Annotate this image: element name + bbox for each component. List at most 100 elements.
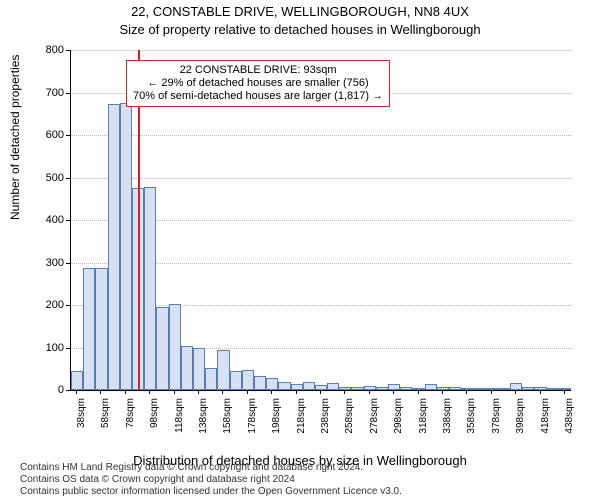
histogram-bar xyxy=(364,386,376,390)
x-tick-label: 218sqm xyxy=(296,398,307,438)
y-tick-mark xyxy=(66,93,70,94)
histogram-bar xyxy=(254,376,266,390)
x-tick-mark xyxy=(564,390,565,394)
x-tick-mark xyxy=(76,390,77,394)
x-tick-label: 358sqm xyxy=(466,398,477,438)
x-tick-label: 318sqm xyxy=(418,398,429,438)
x-tick-label: 98sqm xyxy=(149,398,160,438)
histogram-bar xyxy=(388,384,400,390)
histogram-bar xyxy=(498,388,510,390)
x-tick-label: 438sqm xyxy=(564,398,575,438)
histogram-bar xyxy=(412,388,424,390)
histogram-bar xyxy=(181,346,193,390)
histogram-bar xyxy=(547,388,559,390)
x-tick-mark xyxy=(296,390,297,394)
x-tick-mark xyxy=(100,390,101,394)
footer-attribution: Contains HM Land Registry data © Crown c… xyxy=(20,462,402,498)
histogram-bar xyxy=(522,387,534,390)
x-tick-label: 338sqm xyxy=(442,398,453,438)
histogram-bar xyxy=(473,388,485,390)
x-tick-label: 418sqm xyxy=(540,398,551,438)
x-tick-mark xyxy=(198,390,199,394)
annotation-line: ← 29% of detached houses are smaller (75… xyxy=(133,77,383,90)
y-tick-mark xyxy=(66,305,70,306)
annotation-box: 22 CONSTABLE DRIVE: 93sqm← 29% of detach… xyxy=(126,60,390,107)
x-tick-label: 398sqm xyxy=(515,398,526,438)
y-tick-mark xyxy=(66,178,70,179)
histogram-bar xyxy=(83,268,95,390)
histogram-bar xyxy=(169,304,181,390)
y-tick-mark xyxy=(66,348,70,349)
footer-line: Contains public sector information licen… xyxy=(20,486,402,498)
x-tick-mark xyxy=(125,390,126,394)
footer-line: Contains HM Land Registry data © Crown c… xyxy=(20,462,402,474)
histogram-bar xyxy=(486,388,498,390)
histogram-bar xyxy=(156,307,168,390)
y-tick-mark xyxy=(66,50,70,51)
x-tick-mark xyxy=(174,390,175,394)
x-tick-mark xyxy=(466,390,467,394)
histogram-bar xyxy=(108,104,120,390)
x-tick-mark xyxy=(369,390,370,394)
x-tick-mark xyxy=(540,390,541,394)
x-tick-mark xyxy=(515,390,516,394)
x-tick-label: 198sqm xyxy=(271,398,282,438)
y-tick-label: 700 xyxy=(0,87,64,99)
x-tick-label: 258sqm xyxy=(344,398,355,438)
y-tick-label: 800 xyxy=(0,44,64,56)
y-tick-mark xyxy=(66,135,70,136)
y-tick-mark xyxy=(66,220,70,221)
chart-title-line2: Size of property relative to detached ho… xyxy=(0,22,600,37)
x-tick-mark xyxy=(442,390,443,394)
histogram-bar xyxy=(534,387,546,390)
gridline xyxy=(71,178,571,179)
x-tick-label: 118sqm xyxy=(174,398,185,438)
histogram-bar xyxy=(71,371,83,390)
histogram-bar xyxy=(217,350,229,390)
histogram-bar xyxy=(266,378,278,390)
histogram-bar xyxy=(400,387,412,390)
y-tick-label: 200 xyxy=(0,299,64,311)
y-tick-label: 0 xyxy=(0,384,64,396)
chart-title-line1: 22, CONSTABLE DRIVE, WELLINGBOROUGH, NN8… xyxy=(0,4,600,19)
histogram-bar xyxy=(230,371,242,390)
x-tick-label: 138sqm xyxy=(198,398,209,438)
annotation-line: 22 CONSTABLE DRIVE: 93sqm xyxy=(133,64,383,77)
x-tick-label: 278sqm xyxy=(369,398,380,438)
histogram-bar xyxy=(242,370,254,390)
y-tick-label: 500 xyxy=(0,172,64,184)
x-tick-label: 38sqm xyxy=(76,398,87,438)
x-tick-label: 78sqm xyxy=(125,398,136,438)
histogram-bar xyxy=(437,387,449,390)
x-tick-mark xyxy=(149,390,150,394)
x-tick-label: 58sqm xyxy=(100,398,111,438)
x-tick-mark xyxy=(247,390,248,394)
histogram-bar xyxy=(205,368,217,390)
histogram-bar xyxy=(559,388,571,390)
y-tick-label: 100 xyxy=(0,342,64,354)
gridline xyxy=(71,50,571,51)
histogram-bar xyxy=(425,384,437,390)
annotation-line: 70% of semi-detached houses are larger (… xyxy=(133,90,383,103)
histogram-bar xyxy=(461,388,473,390)
x-tick-mark xyxy=(222,390,223,394)
histogram-bar xyxy=(144,187,156,390)
y-tick-mark xyxy=(66,263,70,264)
x-tick-label: 158sqm xyxy=(222,398,233,438)
y-tick-label: 600 xyxy=(0,129,64,141)
x-tick-label: 178sqm xyxy=(247,398,258,438)
x-tick-label: 378sqm xyxy=(491,398,502,438)
histogram-bar xyxy=(303,382,315,391)
histogram-bar xyxy=(278,382,290,390)
histogram-bar xyxy=(327,383,339,390)
footer-line: Contains OS data © Crown copyright and d… xyxy=(20,474,402,486)
x-tick-mark xyxy=(344,390,345,394)
histogram-bar xyxy=(449,387,461,390)
gridline xyxy=(71,135,571,136)
x-tick-mark xyxy=(418,390,419,394)
histogram-bar xyxy=(510,383,522,390)
plot-area: 22 CONSTABLE DRIVE: 93sqm← 29% of detach… xyxy=(70,50,571,391)
x-tick-mark xyxy=(320,390,321,394)
y-tick-label: 400 xyxy=(0,214,64,226)
histogram-bar xyxy=(193,348,205,391)
